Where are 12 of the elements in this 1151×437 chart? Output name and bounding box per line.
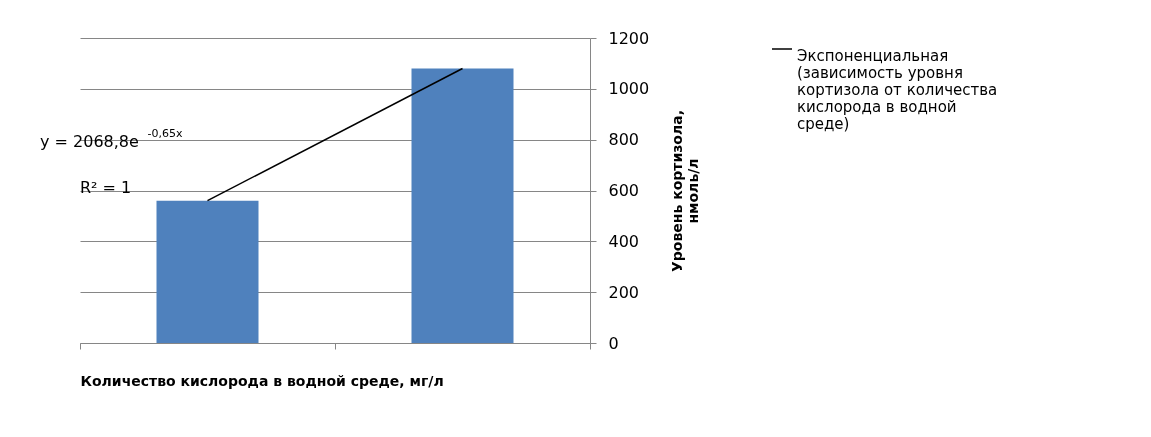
y-tick-label: 600	[608, 181, 640, 200]
x-axis-title: Количество кислорода в водной среде, мг/л	[80, 373, 444, 389]
legend-label: Экспоненциальная (зависимость уровня кортизола от количества кислорода в водной среде)	[797, 47, 998, 133]
y-tick-label: 400	[608, 231, 640, 251]
y-tick-label: 200	[608, 282, 640, 302]
y-tick-label: 1200	[608, 28, 650, 48]
annotation: y = 2068,8e-0,65x	[40, 127, 184, 152]
y-axis-title: Уровень кортизола, нмоль/л	[669, 109, 702, 273]
y-tick-label: 0	[608, 333, 619, 353]
y-tick-label: 800	[608, 130, 640, 150]
annotation: R² = 1	[80, 177, 132, 197]
y-tick-label: 1000	[608, 79, 650, 99]
